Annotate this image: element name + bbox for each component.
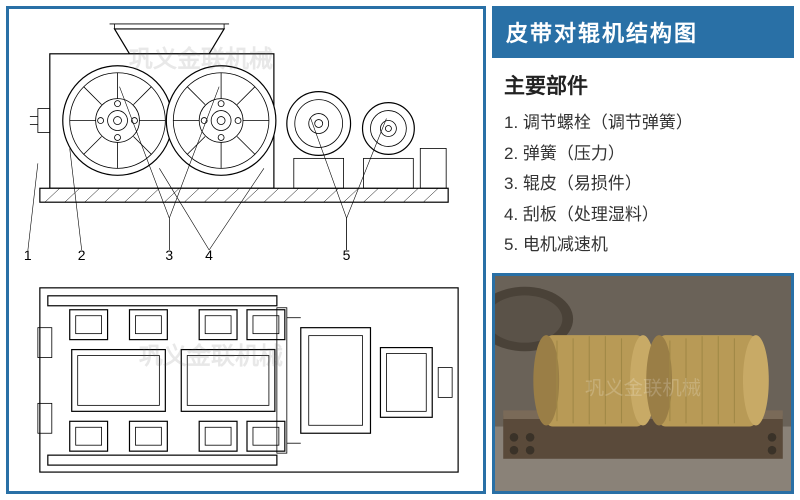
technical-drawing-panel: 巩义金联机械 巩义金联机械	[6, 6, 486, 494]
part-item: 2. 弹簧（压力）	[504, 139, 782, 170]
parts-items: 1. 调节螺栓（调节弹簧） 2. 弹簧（压力） 3. 辊皮（易损件） 4. 刮板…	[504, 108, 782, 261]
parts-list: 主要部件 1. 调节螺栓（调节弹簧） 2. 弹簧（压力） 3. 辊皮（易损件） …	[492, 66, 794, 265]
product-photo: 巩义金联机械	[492, 273, 794, 494]
parts-heading: 主要部件	[504, 70, 782, 100]
svg-text:巩义金联机械: 巩义金联机械	[585, 377, 701, 399]
part-item: 3. 辊皮（易损件）	[504, 169, 782, 200]
callout-4: 4	[205, 247, 213, 263]
engineering-diagram: 1 2 3 4 5	[9, 9, 483, 491]
title-text: 皮带对辊机结构图	[506, 21, 698, 46]
part-item: 1. 调节螺栓（调节弹簧）	[504, 108, 782, 139]
title-bar: 皮带对辊机结构图	[492, 6, 794, 58]
part-item: 4. 刮板（处理湿料）	[504, 200, 782, 231]
part-item: 5. 电机减速机	[504, 230, 782, 261]
